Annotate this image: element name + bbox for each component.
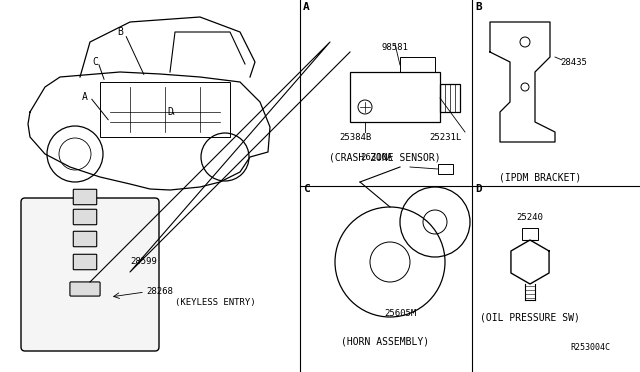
FancyBboxPatch shape: [74, 209, 97, 225]
Bar: [440, 84, 460, 112]
Text: B: B: [475, 2, 482, 12]
Text: 25231L: 25231L: [429, 132, 461, 141]
Bar: [350, 72, 440, 122]
Text: 98581: 98581: [381, 42, 408, 51]
Bar: [400, 57, 435, 72]
Bar: [522, 228, 538, 240]
Text: B: B: [117, 27, 123, 37]
Text: 26310A: 26310A: [360, 153, 392, 161]
Text: C: C: [92, 57, 98, 67]
FancyBboxPatch shape: [74, 231, 97, 247]
Text: (CRASH ZONE SENSOR): (CRASH ZONE SENSOR): [329, 152, 441, 162]
Bar: [438, 164, 453, 174]
FancyBboxPatch shape: [74, 189, 97, 205]
Text: R253004C: R253004C: [570, 343, 610, 352]
Text: (IPDM BRACKET): (IPDM BRACKET): [499, 172, 581, 182]
FancyBboxPatch shape: [74, 254, 97, 270]
Text: 28599: 28599: [130, 257, 157, 266]
Text: D: D: [167, 107, 173, 117]
Text: (OIL PRESSURE SW): (OIL PRESSURE SW): [480, 312, 580, 322]
Bar: [100, 82, 230, 137]
FancyBboxPatch shape: [21, 198, 159, 351]
Text: 25384B: 25384B: [339, 132, 371, 141]
Text: (KEYLESS ENTRY): (KEYLESS ENTRY): [175, 298, 255, 307]
Text: 25240: 25240: [516, 212, 543, 221]
FancyBboxPatch shape: [70, 282, 100, 296]
Text: (HORN ASSEMBLY): (HORN ASSEMBLY): [341, 337, 429, 347]
Text: 28268: 28268: [147, 288, 173, 296]
Text: 28435: 28435: [560, 58, 587, 67]
Text: 25605M: 25605M: [384, 310, 416, 318]
Text: A: A: [82, 92, 88, 102]
Text: C: C: [303, 184, 310, 194]
Text: A: A: [303, 2, 310, 12]
Text: D: D: [475, 184, 482, 194]
